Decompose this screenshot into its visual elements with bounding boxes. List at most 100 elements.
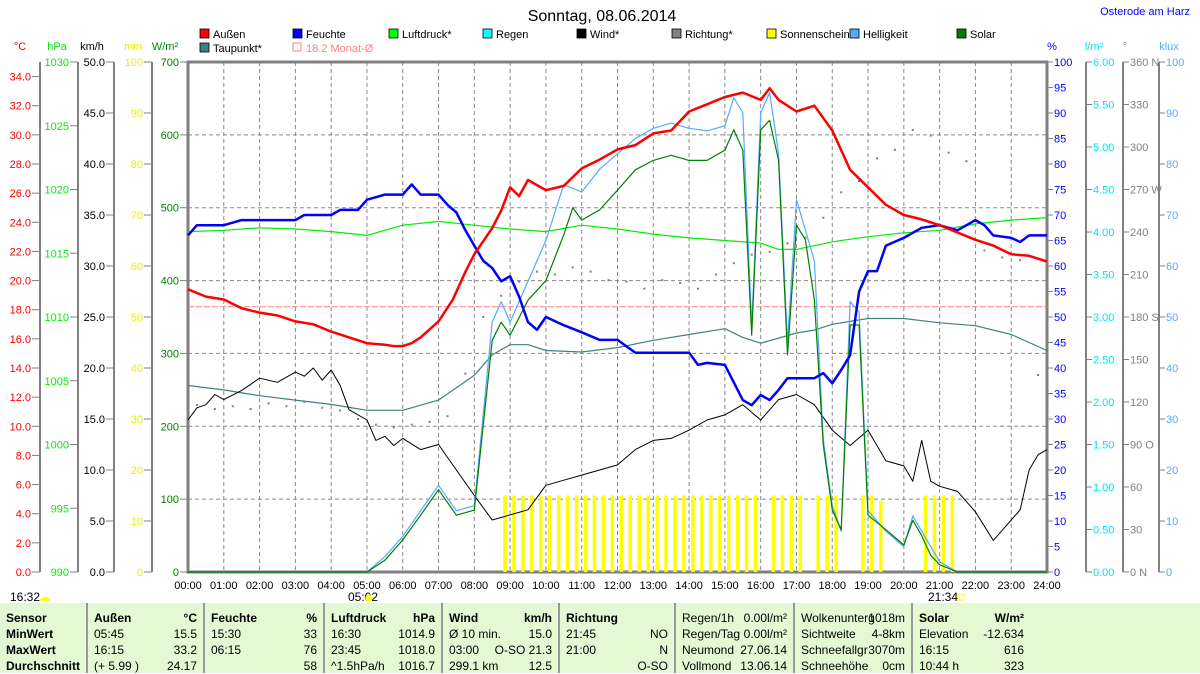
- moon-time: 16:32: [10, 590, 40, 603]
- sunset-icon: [957, 593, 965, 601]
- stats-column: Regen/1h 0.00l/m² Regen/Tag 0.00l/m² Neumond…: [676, 603, 795, 673]
- stats-value: 323: [1003, 659, 1024, 673]
- axis-klux: klux 0 10 20 30 40 50 60 70 80 90 100: [1158, 41, 1184, 579]
- stats-value: 24.17: [166, 659, 197, 673]
- stats-row: 05:45 15.5: [88, 626, 203, 642]
- x-tick-label: 02:00: [246, 580, 274, 592]
- direction-point: [464, 372, 467, 375]
- statistics-table: Sensor MinWert MaxWert Durchschnitt Außen °C 0…: [0, 603, 1200, 673]
- legend-item: Taupunkt*: [199, 42, 263, 55]
- sunshine-bar: [646, 495, 650, 572]
- series-solar: [188, 119, 1047, 573]
- axis-tick-label: 65: [1054, 236, 1066, 248]
- axis-tick-label: 55: [1054, 287, 1066, 299]
- stats-row: 16:15 33.2: [88, 642, 203, 658]
- stats-row: Wind km/h: [443, 610, 558, 626]
- axis-tick-label: 16.0: [10, 334, 31, 346]
- legend-label: 18.2 Monat-Ø: [306, 43, 374, 55]
- stats-row: Feuchte%: [205, 610, 323, 626]
- stats-label: MaxWert: [6, 643, 56, 657]
- legend-label: Außen: [213, 29, 245, 41]
- axis-temp: °C 0.0 2.0 4.0 6.0 8.0 10.0 12.0 14.0 16.0 18.0 20.…: [10, 41, 41, 579]
- series-feuchte: [187, 183, 1047, 407]
- series-taupunkt: [187, 317, 1048, 411]
- axis-tick-label: 100: [1054, 57, 1072, 69]
- axis-tick-label: 10.0: [84, 465, 105, 477]
- sunshine-bar: [923, 495, 928, 572]
- stats-label: Solar: [919, 611, 950, 625]
- axis-tick-label: 0.0: [16, 567, 31, 579]
- axis-tick-label: 30.0: [84, 261, 105, 273]
- x-tick-label: 18:00: [818, 580, 846, 592]
- axis-tick-label: 1030: [45, 57, 69, 69]
- axis-tick-label: 100: [161, 494, 179, 506]
- direction-point: [858, 180, 861, 182]
- direction-point: [697, 287, 700, 290]
- axis-tick-label: 40: [1166, 363, 1178, 375]
- axis-unit-label: °: [1123, 41, 1127, 53]
- x-tick-label: 01:00: [210, 580, 238, 592]
- sunshine-bar: [834, 495, 838, 572]
- sunshine-bar: [539, 495, 543, 572]
- axis-tick-label: 0: [1054, 567, 1060, 579]
- stats-value: %: [306, 611, 317, 625]
- axis-unit-label: klux: [1159, 41, 1179, 53]
- axis-tick-label: 35.0: [84, 210, 105, 222]
- axis-tick-label: 210: [1130, 270, 1148, 282]
- axis-tick-label: 180 S: [1130, 312, 1159, 324]
- stats-value: O-SO: [637, 659, 668, 673]
- axis-tick-label: 70: [131, 210, 143, 222]
- axis-tick-label: 80: [1054, 159, 1066, 171]
- axis-tick-label: 90: [1054, 108, 1066, 120]
- series-aussen: [187, 86, 1048, 348]
- sunshine-bar: [637, 495, 641, 572]
- axis-tick-label: 90: [1166, 108, 1178, 120]
- location-label[interactable]: Osterode am Harz: [1100, 6, 1190, 18]
- axis-tick-label: 300: [1130, 142, 1148, 154]
- stats-label: Vollmond: [682, 659, 732, 673]
- direction-point: [965, 160, 968, 163]
- stats-row: 15:30 33: [205, 626, 323, 642]
- axis-tick-label: 85: [1054, 134, 1066, 146]
- stats-column: Luftdruck hPa 16:30 1014.9 23:45 1018.0 ^1.5hP…: [325, 603, 443, 673]
- axis-tick-label: 15: [1054, 491, 1066, 503]
- axis-tick-label: 80: [131, 159, 143, 171]
- axis-tick-label: 10: [1166, 516, 1178, 528]
- axis-tick-label: 24.0: [10, 217, 31, 229]
- axis-tick-label: 0.50: [1093, 525, 1114, 537]
- direction-point: [911, 129, 914, 131]
- stats-value: °C: [183, 611, 197, 625]
- stats-label: Feuchte: [211, 611, 258, 625]
- direction-point: [231, 405, 234, 408]
- sunshine-bar: [673, 495, 677, 572]
- sunshine-bar: [879, 500, 883, 572]
- stats-label: Elevation: [919, 627, 969, 641]
- stats-label: Außen: [94, 611, 132, 625]
- stats-value: 0cm: [882, 659, 905, 673]
- direction-point: [392, 426, 395, 429]
- axis-tick-label: 1020: [45, 185, 69, 197]
- axis-tick-label: 0.0: [90, 567, 105, 579]
- stats-row: (+ 5.99 ) 24.17: [88, 658, 203, 674]
- sunshine-bar: [521, 495, 525, 572]
- chart-title: Sonntag, 08.06.2014: [528, 8, 677, 25]
- series-helligkeit: [188, 91, 1047, 573]
- x-tick-label: 13:00: [640, 580, 668, 592]
- axis-tick-label: 1000: [45, 440, 69, 452]
- direction-point: [1037, 374, 1040, 377]
- stats-row: MinWert: [0, 626, 86, 642]
- axis-tick-label: 80: [1166, 159, 1178, 171]
- direction-point: [875, 157, 878, 160]
- direction-point: [714, 273, 717, 276]
- axis-tick-label: 20: [131, 465, 143, 477]
- axis-tick-label: 8.0: [16, 450, 31, 462]
- stats-value: 12.5: [528, 659, 552, 673]
- stats-value: 33.2: [173, 643, 197, 657]
- stats-column: Wind km/h Ø 10 min. 15.0 03:00 O-SO 21.3 299.1…: [443, 603, 560, 673]
- sunshine-bar: [771, 495, 776, 572]
- axis-tick-label: 30: [1166, 414, 1178, 426]
- stats-label: Sensor: [6, 611, 47, 625]
- legend-swatch: [199, 42, 210, 53]
- legend-label: Luftdruck*: [402, 29, 452, 41]
- stats-label: 23:45: [331, 643, 362, 657]
